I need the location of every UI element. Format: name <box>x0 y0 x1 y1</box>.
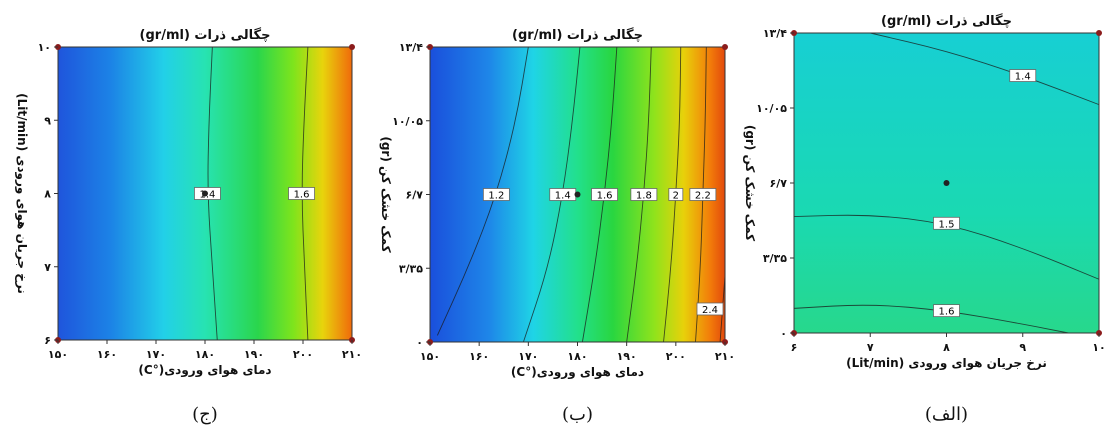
contour-line <box>695 46 707 343</box>
contour-label-box <box>933 216 960 230</box>
x-tick-label: ۱۰ <box>1092 341 1105 354</box>
contour-line <box>207 46 218 341</box>
y-tick-label: ۸ <box>44 188 51 201</box>
contour-line <box>581 46 618 343</box>
y-tick-label: ۳/۳۵ <box>763 252 787 265</box>
x-tick-label: ۲۰۰ <box>666 350 686 363</box>
contour-label-box <box>288 187 315 200</box>
contour-label: 2.2 <box>695 191 711 202</box>
x-axis-label: دمای هوای ورودی(°C) <box>511 365 644 380</box>
center-point-marker <box>574 191 581 198</box>
contour-label-box <box>668 188 684 201</box>
y-tick-label: ۱۰/۰۵ <box>392 115 423 128</box>
x-tick-label: ۲۰۰ <box>293 348 313 361</box>
x-tick-label: ۱۵۰ <box>420 350 440 363</box>
contour-label: 1.2 <box>488 191 504 202</box>
contour-line <box>793 214 1100 280</box>
contour-label: 1.8 <box>636 191 652 202</box>
y-tick-label: ۶ <box>44 334 51 347</box>
y-axis-label: کمک خشک کن (gr) <box>743 125 757 241</box>
x-axis-label: نرخ جریان هوای ورودی (Lit/min) <box>846 356 1047 371</box>
y-tick-label: ۱۳/۴ <box>399 41 423 54</box>
x-tick-label: ۱۶۰ <box>97 348 117 361</box>
y-tick-label: ۶/۷ <box>406 189 424 202</box>
contour-label: 1.5 <box>939 219 955 230</box>
contour-label: 1.6 <box>597 191 613 202</box>
panel-caption: (الف) <box>925 404 968 425</box>
y-tick-label: ۷ <box>44 261 51 274</box>
corner-marker <box>349 44 355 50</box>
y-tick-label: ۱۳/۴ <box>763 27 787 40</box>
y-tick-label: ۱۰/۰۵ <box>756 102 787 115</box>
x-tick-label: ۱۸۰ <box>567 350 587 363</box>
panel-caption: (ب) <box>562 404 593 425</box>
x-tick-label: ۱۷۰ <box>518 350 538 363</box>
x-tick-label: ۱۸۰ <box>195 348 215 361</box>
y-tick-label: ۶/۷ <box>770 177 788 190</box>
contour-line <box>719 275 726 343</box>
x-tick-label: ۱۹۰ <box>244 348 264 361</box>
chart-title: چگالی ذرات (gr/ml) <box>881 13 1012 29</box>
y-tick-label: ۹ <box>44 114 51 127</box>
contour-line <box>626 46 652 343</box>
y-tick-label: ۰ <box>780 327 787 340</box>
x-tick-label: ۱۶۰ <box>469 350 489 363</box>
y-axis-label: نرخ جریان هوای ورودی (Lit/min) <box>14 93 29 294</box>
chart-be: 1.2 1.4 1.6 1.8 2 2.2 2.4 ۱۵۰ ۱۶۰ ۱۷۰ ۱۸۰ ۱۹۰ ۲۰۰ ۲۱۰… <box>379 27 735 425</box>
chart-alef: 1.4 1.5 1.6 ۶ ۷ ۸ ۹ ۱۰ ۰ ۳/۳۵ ۶/۷ ۱۰/۰۵ ۱۳/۴ چگالی ذر… <box>743 13 1105 425</box>
y-axis-label: کمک خشک کن (gr) <box>379 136 393 252</box>
contour-label-box <box>482 188 510 201</box>
contour-label: 1.4 <box>1015 72 1031 83</box>
x-tick-label: ۷ <box>867 341 874 354</box>
x-axis-label: دمای هوای ورودی(°C) <box>138 363 271 378</box>
panel-caption: (ج) <box>192 404 218 425</box>
x-tick-label: ۶ <box>791 341 798 354</box>
corner-marker <box>1096 30 1102 36</box>
x-tick-label: ۸ <box>943 341 950 354</box>
contour-label: 2.4 <box>702 305 718 316</box>
y-tick-label: ۰ <box>416 336 423 349</box>
x-tick-label: ۱۹۰ <box>617 350 637 363</box>
contour-line <box>522 46 581 343</box>
chart-title: چگالی ذرات (gr/ml) <box>512 27 643 43</box>
x-tick-label: ۲۱۰ <box>342 348 362 361</box>
contour-line <box>436 46 529 336</box>
contour-label-box <box>689 188 717 201</box>
contour-label-box <box>696 302 724 316</box>
x-tick-label: ۱۵۰ <box>48 348 68 361</box>
x-tick-label: ۱۷۰ <box>146 348 166 361</box>
contour-label: 1.6 <box>294 190 310 201</box>
contour-line <box>793 304 1069 334</box>
corner-marker <box>722 44 728 50</box>
center-point-marker <box>202 190 208 197</box>
contour-label-box <box>630 188 658 201</box>
x-tick-label: ۹ <box>1019 341 1026 354</box>
center-point-marker <box>943 180 950 186</box>
x-tick-label: ۲۱۰ <box>715 350 735 363</box>
y-tick-label: ۳/۳۵ <box>399 262 423 275</box>
contour-line <box>663 46 682 343</box>
contour-label-box <box>591 188 618 201</box>
contour-line <box>301 46 309 341</box>
contour-label: 1.6 <box>939 307 955 318</box>
contour-label: 1.4 <box>555 191 571 202</box>
contour-label-box <box>1009 69 1037 82</box>
contour-label: 2 <box>673 191 679 202</box>
chart-title: چگالی ذرات (gr/ml) <box>140 27 271 43</box>
contour-label-box <box>933 304 960 318</box>
y-tick-label: ۱۰ <box>38 41 51 54</box>
